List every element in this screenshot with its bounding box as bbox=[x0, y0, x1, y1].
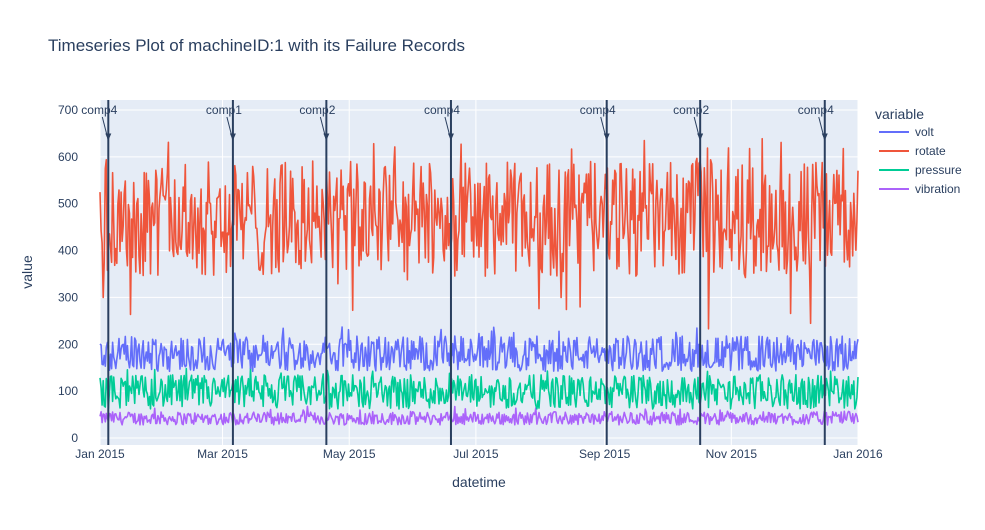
legend-item-volt[interactable]: volt bbox=[879, 125, 934, 139]
failure-arrowhead bbox=[447, 133, 454, 141]
failure-label: comp4 bbox=[81, 103, 117, 117]
y-tick-label: 500 bbox=[58, 197, 78, 211]
x-tick-label: Mar 2015 bbox=[197, 447, 248, 461]
failure-arrowhead bbox=[105, 133, 112, 141]
failure-label: comp2 bbox=[299, 103, 335, 117]
failure-arrowhead bbox=[697, 133, 704, 141]
x-tick-label: Jan 2016 bbox=[833, 447, 883, 461]
series-line-rotate bbox=[99, 137, 859, 330]
x-tick-label: Jul 2015 bbox=[453, 447, 499, 461]
series-line-vibration bbox=[99, 405, 859, 426]
failure-label: comp4 bbox=[798, 103, 834, 117]
legend-label: volt bbox=[915, 125, 934, 139]
chart-title: Timeseries Plot of machineID:1 with its … bbox=[48, 36, 465, 55]
x-tick-label: Jan 2015 bbox=[75, 447, 125, 461]
y-tick-label: 0 bbox=[71, 431, 78, 445]
y-tick-label: 700 bbox=[58, 103, 78, 117]
legend[interactable]: variable volt rotate pressure vibration bbox=[875, 106, 962, 196]
x-tick-label: Nov 2015 bbox=[706, 447, 758, 461]
failure-label: comp4 bbox=[424, 103, 460, 117]
legend-label: vibration bbox=[915, 182, 960, 196]
x-axis-label: datetime bbox=[452, 474, 506, 490]
x-tick-label: Sep 2015 bbox=[579, 447, 631, 461]
failure-label: comp2 bbox=[673, 103, 709, 117]
failure-markers: comp4 comp1 comp2 comp4 comp4 comp2 comp4 bbox=[81, 100, 834, 445]
y-tick-label: 600 bbox=[58, 150, 78, 164]
y-tick-label: 300 bbox=[58, 290, 78, 304]
failure-arrowhead bbox=[323, 133, 330, 141]
failure-arrowhead bbox=[229, 133, 236, 141]
legend-label: rotate bbox=[915, 144, 946, 158]
legend-title: variable bbox=[875, 106, 924, 122]
series-line-pressure bbox=[99, 367, 859, 410]
series-layer bbox=[99, 137, 859, 426]
failure-arrowhead bbox=[821, 133, 828, 141]
series-line-volt bbox=[99, 326, 859, 373]
y-tick-label: 400 bbox=[58, 244, 78, 258]
legend-item-vibration[interactable]: vibration bbox=[879, 182, 960, 196]
failure-arrowhead bbox=[603, 133, 610, 141]
legend-item-rotate[interactable]: rotate bbox=[879, 144, 946, 158]
legend-label: pressure bbox=[915, 163, 962, 177]
axes: 0 100 200 300 400 500 600 700 Jan 2015 Mar 2015 Ma… bbox=[58, 103, 883, 461]
legend-item-pressure[interactable]: pressure bbox=[879, 163, 962, 177]
failure-label: comp1 bbox=[206, 103, 242, 117]
y-tick-label: 100 bbox=[58, 384, 78, 398]
failure-label: comp4 bbox=[580, 103, 616, 117]
y-axis-label: value bbox=[19, 255, 35, 289]
x-tick-label: May 2015 bbox=[323, 447, 376, 461]
y-tick-label: 200 bbox=[58, 337, 78, 351]
